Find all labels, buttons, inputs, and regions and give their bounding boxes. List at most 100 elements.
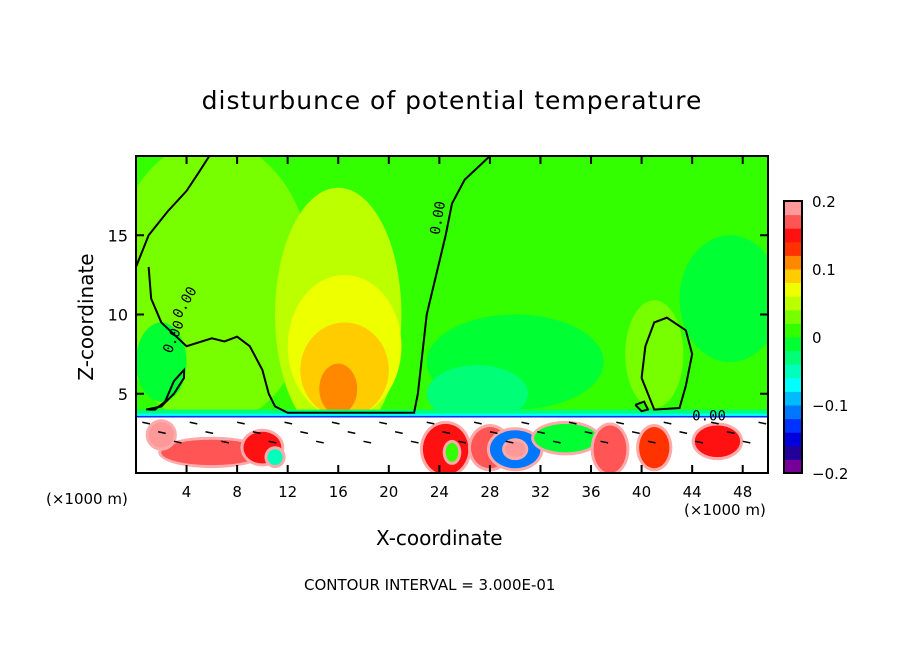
dashed-contour-segment: [157, 431, 166, 435]
zero-contour-line: [634, 400, 650, 413]
dashed-contour-segment: [552, 440, 561, 444]
lower-blob: [445, 442, 459, 462]
x-axis-label: X-coordinate: [376, 526, 503, 550]
boundary-band: [136, 415, 768, 418]
dashed-contour-segment: [426, 421, 435, 425]
dashed-contour-segment: [537, 431, 546, 435]
y-axis-label: Z-coordinate: [74, 253, 98, 381]
colorbar-swatch: [784, 228, 802, 243]
colorbar-swatch: [784, 241, 802, 256]
dashed-contour-segment: [268, 440, 277, 444]
dashed-contour-segment: [647, 440, 656, 444]
dashed-contour-segment: [410, 440, 419, 444]
dashed-contour-segment: [726, 431, 735, 435]
field-layer: [136, 156, 768, 473]
x-tick-label: 48: [733, 483, 752, 501]
contour-label: 0.00: [428, 200, 450, 236]
dashed-contour-segment: [205, 431, 214, 435]
colorbar-swatch: [784, 377, 802, 392]
x-unit-label-left: (×1000 m): [46, 490, 128, 508]
colorbar-tick-label: 0.2: [812, 193, 836, 211]
contour-label: 0.00: [692, 409, 726, 425]
chart-title: disturbunce of potential temperature: [201, 86, 703, 115]
colorbar-frame: [783, 200, 803, 474]
y-tick-label: 15: [108, 226, 128, 245]
dashed-contour-segment: [679, 431, 688, 435]
dashed-contour-segment: [142, 421, 151, 425]
field-blob: [426, 365, 528, 423]
dashed-contour-segment: [631, 431, 640, 435]
contour-interval-text: CONTOUR INTERVAL = 3.000E-01: [304, 576, 556, 594]
dashed-contour-segment: [600, 440, 609, 444]
dashed-contour-segment: [379, 421, 388, 425]
dashed-contour-segment: [695, 440, 704, 444]
dashed-contour-segment: [473, 421, 482, 425]
dashed-contour-segment: [458, 440, 467, 444]
x-tick-label: 44: [683, 483, 702, 501]
dashed-contour-segment: [758, 421, 767, 425]
zero-contour-line: [145, 367, 186, 411]
zero-contour-line: [136, 156, 211, 268]
colorbar-swatch: [784, 309, 802, 324]
dashed-contour-segment: [221, 440, 230, 444]
dashed-contour-segment: [521, 421, 530, 425]
x-tick-label: 32: [531, 483, 550, 501]
dashed-contour-segment: [394, 431, 403, 435]
dashed-contour-segment: [663, 421, 672, 425]
lower-blob: [267, 449, 283, 466]
dashed-contour-segment: [300, 431, 309, 435]
dashed-contour-segment: [442, 431, 451, 435]
colorbar-swatch: [784, 391, 802, 406]
colorbar-swatch: [784, 350, 802, 365]
colorbar-tick-label: 0.1: [812, 261, 836, 279]
dashed-contour-segment: [173, 440, 182, 444]
lower-blob: [505, 441, 526, 458]
dashed-contour-segment: [236, 421, 245, 425]
dashed-contour-segment: [363, 440, 372, 444]
colorbar-swatch: [784, 445, 802, 460]
colorbar-swatch: [784, 255, 802, 270]
field-blob: [679, 235, 768, 363]
colorbar-swatch: [784, 323, 802, 338]
x-tick-label: 20: [379, 483, 398, 501]
y-tick-label: 5: [118, 385, 128, 404]
x-tick-label: 40: [632, 483, 651, 501]
zero-contour-line: [640, 316, 694, 411]
dashed-contour-segment: [710, 421, 719, 425]
lower-blob: [534, 423, 598, 453]
colorbar-swatch: [784, 269, 802, 284]
x-tick-label: 24: [430, 483, 449, 501]
lower-blob: [161, 439, 263, 466]
colorbar-swatch: [784, 296, 802, 311]
x-tick-label: 36: [581, 483, 600, 501]
dashed-contour-segment: [505, 440, 514, 444]
lower-blob: [593, 425, 627, 473]
dashed-contour-segment: [331, 421, 340, 425]
colorbar-swatch: [784, 432, 802, 447]
dashed-contour-segment: [347, 431, 356, 435]
dashed-contour-segment: [489, 431, 498, 435]
zero-contour-line: [147, 156, 491, 414]
y-tick-label: 10: [108, 306, 128, 325]
x-tick-label: 16: [329, 483, 348, 501]
lower-blob: [148, 422, 174, 448]
colorbar-swatch: [784, 214, 802, 229]
colorbar-swatch: [784, 405, 802, 420]
lower-blob: [639, 427, 670, 469]
colorbar-swatch: [784, 282, 802, 297]
colorbar-swatch: [784, 459, 802, 474]
dashed-contour-segment: [189, 421, 198, 425]
dashed-contour-segment: [284, 421, 293, 425]
colorbar-swatch: [784, 364, 802, 379]
colorbar-tick-label: 0: [812, 329, 822, 347]
x-unit-label-right: (×1000 m): [684, 501, 766, 519]
colorbar-tick-label: −0.1: [812, 397, 848, 415]
x-tick-label: 8: [232, 483, 242, 501]
boundary-band: [136, 413, 768, 418]
dashed-contour-segment: [315, 440, 324, 444]
contour-layer: 0.000.000.000.00: [136, 156, 767, 444]
colorbar-swatch: [784, 337, 802, 352]
dashed-contour-segment: [584, 431, 593, 435]
